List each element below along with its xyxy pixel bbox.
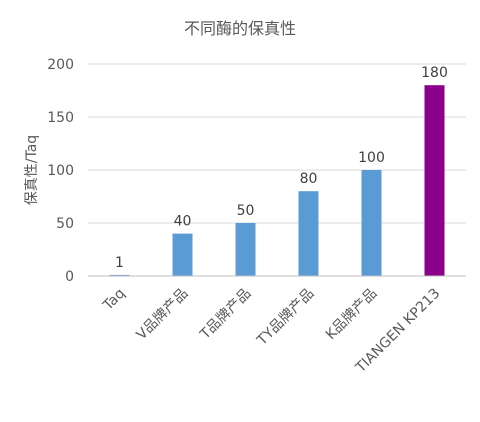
data-label-1: 1 xyxy=(115,255,124,271)
gridlines xyxy=(88,63,466,224)
bar-1 xyxy=(109,274,130,276)
x-tick-label-1: Taq xyxy=(100,286,129,315)
y-axis-ticks: 0 50 100 150 200 xyxy=(47,57,74,285)
data-label-4: 80 xyxy=(300,171,318,187)
data-label-5: 100 xyxy=(358,150,385,166)
bar-5 xyxy=(361,170,382,276)
y-axis-label: 保真性/Taq xyxy=(24,135,40,205)
bars xyxy=(109,85,445,276)
x-tick-label-2: V品牌产品 xyxy=(133,285,191,343)
y-tick-label-200: 200 xyxy=(47,57,74,73)
data-label-6: 180 xyxy=(421,65,448,81)
chart-title: 不同酶的保真性 xyxy=(184,19,296,38)
y-tick-label-50: 50 xyxy=(56,216,74,232)
x-tick-label-3: T品牌产品 xyxy=(196,285,254,343)
data-labels: 1 40 50 80 100 180 xyxy=(115,65,448,271)
x-tick-label-5: K品牌产品 xyxy=(322,285,380,343)
data-label-2: 40 xyxy=(174,214,192,230)
y-tick-label-100: 100 xyxy=(47,163,74,179)
bar-4 xyxy=(298,191,319,276)
x-tick-label-4: TY品牌产品 xyxy=(253,285,317,349)
y-tick-label-0: 0 xyxy=(65,269,74,285)
bar-3 xyxy=(235,223,256,276)
bar-6 xyxy=(424,85,445,276)
data-label-3: 50 xyxy=(237,203,255,219)
bar-2 xyxy=(172,233,193,276)
y-tick-label-150: 150 xyxy=(47,110,74,126)
